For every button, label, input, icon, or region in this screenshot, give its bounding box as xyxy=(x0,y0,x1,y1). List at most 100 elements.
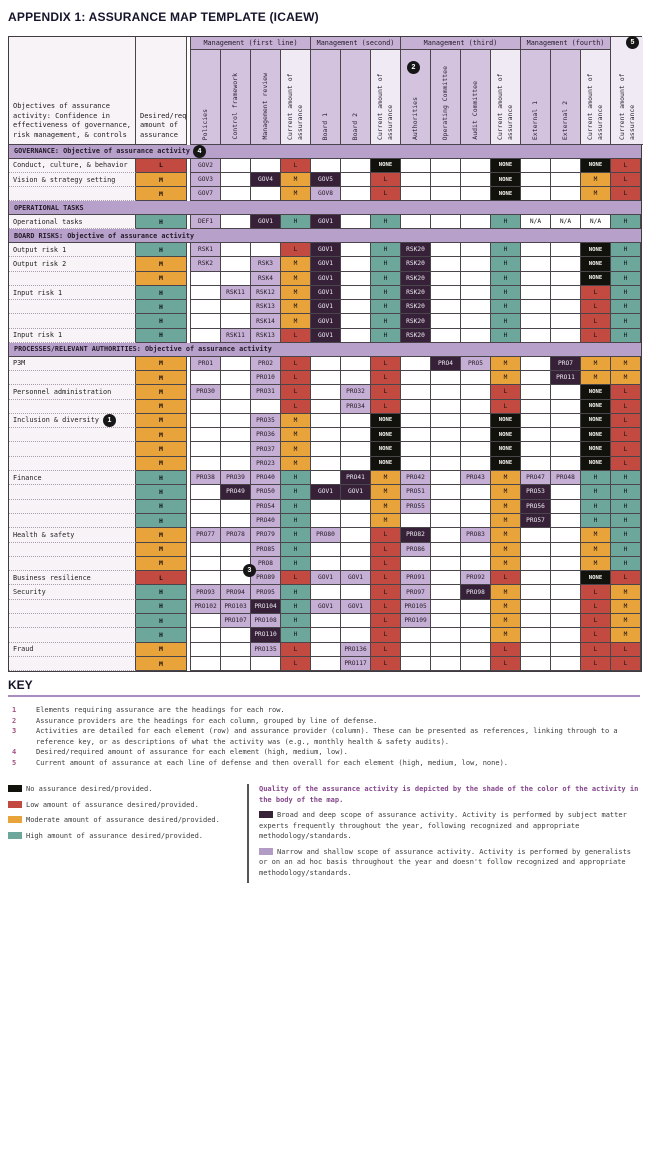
map-cell xyxy=(521,642,551,657)
desired-amount-cell: H xyxy=(136,242,187,258)
map-cell: M xyxy=(371,471,401,486)
map-cell xyxy=(431,285,461,301)
activity-reference-cell: GOV1 xyxy=(311,285,341,301)
map-cell: NONE xyxy=(371,428,401,443)
map-cell xyxy=(431,314,461,329)
map-cell xyxy=(221,399,251,414)
map-cell: M xyxy=(491,370,521,386)
map-cell: L xyxy=(371,628,401,643)
map-cell xyxy=(191,271,221,286)
map-cell: L xyxy=(611,428,641,443)
row-label xyxy=(9,300,136,315)
table-row: Finance H PRO38 PRO39 PRO40 H PRO41 M PRO42 PRO43… xyxy=(9,471,641,486)
map-cell: M xyxy=(491,556,521,572)
table-row: Input risk 1 H RSK11 RSK12 M GOV1 H RSK20 H L H xyxy=(9,285,641,301)
map-cell: M xyxy=(491,528,521,543)
map-cell: L xyxy=(281,642,311,657)
map-cell xyxy=(461,485,491,500)
row-label: Personnel administration xyxy=(9,385,136,400)
desired-amount-cell: M xyxy=(136,528,187,543)
desired-amount-cell: H xyxy=(136,300,187,315)
column-header-label: Control framework xyxy=(231,73,240,140)
map-cell xyxy=(341,528,371,543)
map-cell xyxy=(191,656,221,672)
map-cell xyxy=(551,413,581,429)
desired-amount-cell: M xyxy=(136,442,187,457)
activity-reference-cell: PRO49 xyxy=(221,485,251,500)
map-cell xyxy=(521,428,551,443)
desired-amount-cell: M xyxy=(136,642,187,657)
activity-reference-cell: GOV1 xyxy=(251,215,281,230)
map-cell: L xyxy=(581,599,611,614)
map-cell: H xyxy=(611,271,641,286)
map-cell xyxy=(311,370,341,386)
map-cell: N/A xyxy=(551,215,581,230)
map-cell xyxy=(191,499,221,514)
column-group: Management (second) Board 1 Board 2 Current… xyxy=(311,37,401,145)
row-spacer xyxy=(187,385,191,400)
row-label xyxy=(9,656,136,672)
activity-reference-cell: GOV1 xyxy=(311,485,341,500)
map-cell xyxy=(431,556,461,572)
map-cell xyxy=(551,399,581,414)
quality-legend: Quality of the assurance activity is dep… xyxy=(249,784,640,883)
table-row: Input risk 1 H RSK11 RSK13 L GOV1 H RSK20 H L H xyxy=(9,328,641,344)
column-header-label: Board 2 xyxy=(351,112,360,140)
legend-swatch xyxy=(8,800,22,808)
row-spacer xyxy=(187,571,191,586)
map-cell xyxy=(401,356,431,371)
map-cell xyxy=(401,172,431,188)
row-label-text: Conduct, culture, & behavior xyxy=(13,161,128,170)
map-cell xyxy=(521,187,551,202)
activity-reference-cell: RSK13 xyxy=(251,300,281,315)
row-label xyxy=(9,399,136,414)
desired-amount-cell: L xyxy=(136,571,187,586)
group-columns: Authorities Operating Committee Audit Comm… xyxy=(401,50,521,145)
section-row-label: GOVERNANCE: Objective of assurance activ… xyxy=(14,147,190,156)
map-cell: M xyxy=(491,542,521,557)
row-label xyxy=(9,499,136,514)
row-label xyxy=(9,442,136,457)
table-row: H PRO40 H M M PRO57 H H xyxy=(9,513,641,529)
row-spacer xyxy=(187,172,191,188)
map-cell xyxy=(431,413,461,429)
map-cell: NONE xyxy=(581,442,611,457)
map-cell xyxy=(461,370,491,386)
assurance-map-table: Objectives of assurance activity: Confid… xyxy=(8,36,643,673)
map-cell: L xyxy=(281,385,311,400)
column-header-label: Current amount of assurance xyxy=(286,73,305,140)
map-cell xyxy=(431,215,461,230)
map-cell: L xyxy=(281,242,311,258)
map-cell xyxy=(401,399,431,414)
map-cell xyxy=(341,328,371,344)
row-label: Operational tasks xyxy=(9,215,136,230)
table-row: M PRO23 M NONE NONE NONE L xyxy=(9,456,641,472)
map-cell: L xyxy=(281,158,311,173)
map-cell xyxy=(521,356,551,371)
map-cell xyxy=(341,613,371,629)
row-spacer xyxy=(187,599,191,614)
row-label xyxy=(9,485,136,500)
map-cell: H xyxy=(371,300,401,315)
key-divider-rule xyxy=(8,695,640,697)
row-label: Input risk 1 xyxy=(9,328,136,344)
amount-legend-item: No assurance desired/provided. xyxy=(8,784,247,795)
map-cell xyxy=(221,271,251,286)
map-cell xyxy=(551,485,581,500)
desired-amount-cell: H xyxy=(136,613,187,629)
map-cell xyxy=(341,271,371,286)
map-cell xyxy=(401,456,431,472)
map-cell xyxy=(431,471,461,486)
row-label-text: Health & safety xyxy=(13,530,75,539)
map-cell xyxy=(431,428,461,443)
map-cell xyxy=(461,385,491,400)
row-label xyxy=(9,370,136,386)
map-cell: L xyxy=(581,328,611,344)
table-row: Operational tasks H DEF1 GOV1 H GOV1 H H N/A N/A N… xyxy=(9,215,641,230)
map-cell: M xyxy=(581,528,611,543)
table-row: P3M M PRO1 PRO2 L L PRO4 PRO5 M PRO7 M M xyxy=(9,356,641,371)
map-cell xyxy=(521,628,551,643)
overall-current-amount-header: Current amount of assurance xyxy=(611,37,643,145)
map-cell xyxy=(521,385,551,400)
column-header-label: External 1 xyxy=(531,100,540,140)
